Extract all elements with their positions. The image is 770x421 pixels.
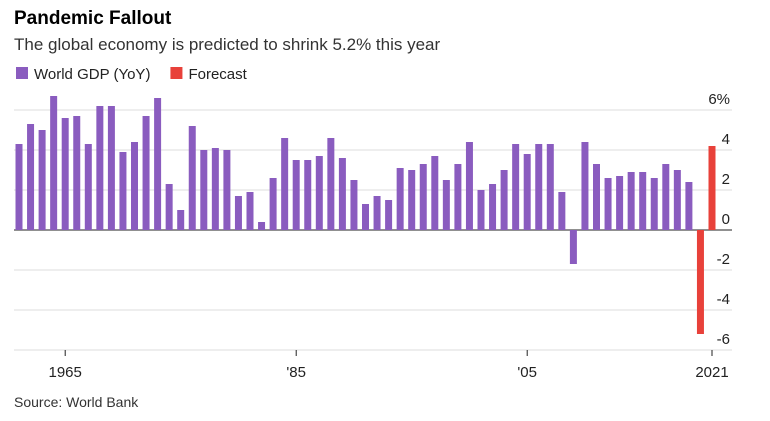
bar	[269, 178, 277, 230]
bar	[627, 172, 635, 230]
bar	[546, 144, 554, 230]
bar	[639, 172, 647, 230]
bar	[350, 180, 358, 230]
bar	[512, 144, 520, 230]
bar	[454, 164, 462, 230]
bar	[558, 192, 566, 230]
bar	[604, 178, 612, 230]
bar	[662, 164, 670, 230]
legend-swatch	[16, 67, 28, 79]
bar	[154, 98, 162, 230]
bar	[234, 196, 242, 230]
bar	[616, 176, 624, 230]
chart-title: Pandemic Fallout	[14, 8, 172, 29]
bar	[131, 142, 138, 230]
legend-label: Forecast	[188, 66, 247, 83]
bar	[96, 106, 104, 230]
bar	[223, 150, 231, 230]
bar	[362, 204, 369, 230]
y-tick-label: 0	[722, 211, 730, 228]
bar	[84, 144, 92, 230]
bar	[315, 156, 323, 230]
y-tick-label: 4	[722, 131, 730, 148]
bar	[38, 130, 46, 230]
bar	[50, 96, 58, 230]
bar	[246, 192, 254, 230]
x-tick-label: '85	[286, 364, 306, 381]
bar	[569, 230, 577, 264]
bar	[385, 200, 393, 230]
bar	[142, 116, 150, 230]
bar	[396, 168, 404, 230]
y-tick-label: -4	[717, 291, 730, 308]
bar	[696, 230, 704, 334]
bar	[465, 142, 473, 230]
legend-label: World GDP (YoY)	[34, 66, 150, 83]
bar	[107, 106, 115, 230]
x-tick-label: 1965	[49, 364, 82, 381]
x-tick-label: '05	[517, 364, 537, 381]
bar	[73, 116, 81, 230]
bar	[281, 138, 289, 230]
bar	[650, 178, 658, 230]
y-tick-label: 6%	[708, 91, 730, 108]
y-tick-label: -2	[717, 251, 730, 268]
bar	[593, 164, 600, 230]
bar	[211, 148, 219, 230]
bar	[419, 164, 427, 230]
source: Source: World Bank	[14, 394, 139, 410]
bar	[292, 160, 300, 230]
bar	[177, 210, 185, 230]
bar	[200, 150, 208, 230]
bar	[431, 156, 439, 230]
bar	[708, 146, 716, 230]
bar	[304, 160, 312, 230]
chart-subtitle: The global economy is predicted to shrin…	[14, 35, 441, 54]
bar	[119, 152, 127, 230]
bar	[408, 170, 416, 230]
bar	[165, 184, 173, 230]
x-tick-label: 2021	[695, 364, 728, 381]
bar	[442, 180, 450, 230]
bar	[477, 190, 485, 230]
bar	[685, 182, 693, 230]
y-tick-label: 2	[722, 171, 730, 188]
bar	[373, 196, 381, 230]
bar	[15, 144, 23, 230]
bar	[258, 222, 266, 230]
legend-swatch	[170, 67, 183, 79]
bar	[673, 170, 681, 230]
bar	[489, 184, 497, 230]
bar	[327, 138, 335, 230]
bar	[27, 124, 35, 230]
bar	[581, 142, 589, 230]
bar	[523, 154, 531, 230]
bar	[61, 118, 69, 230]
bar	[535, 144, 543, 230]
y-tick-label: -6	[717, 331, 730, 348]
bar	[500, 170, 508, 230]
bar	[338, 158, 346, 230]
bar	[188, 126, 196, 230]
